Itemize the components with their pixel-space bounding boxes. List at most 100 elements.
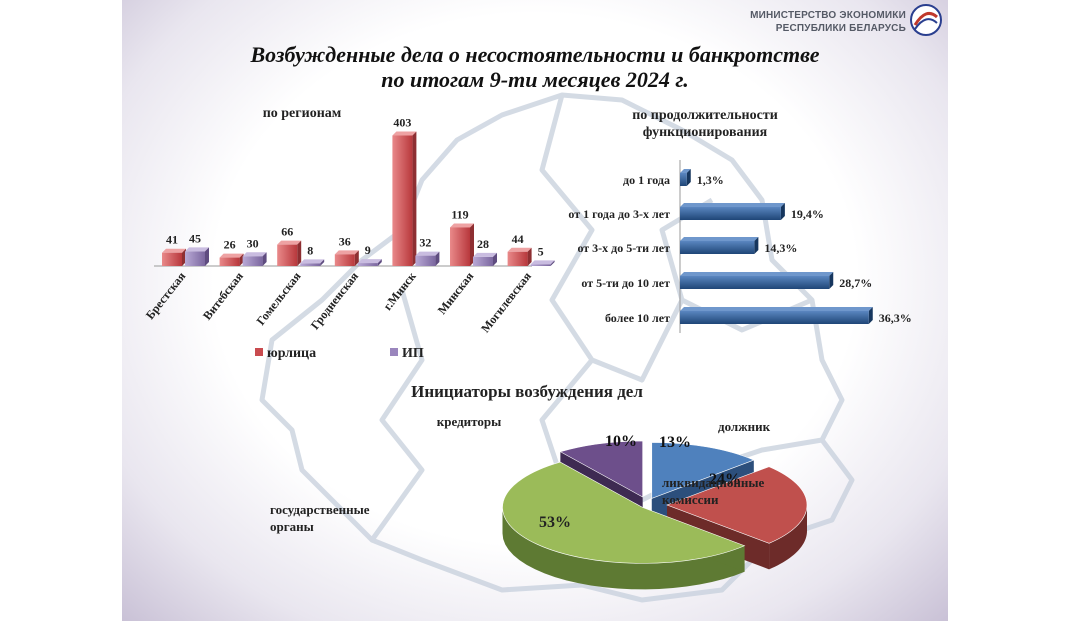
duration-category-label: от 1 года до 3-х лет [568, 207, 670, 221]
duration-category-label: от 3-х до 5-ти лет [577, 241, 670, 255]
region-bar-value: 9 [365, 243, 371, 257]
region-bar-legal [162, 252, 182, 266]
duration-bar-side [754, 237, 759, 254]
region-bar-top [219, 253, 244, 258]
region-bar-top [277, 240, 302, 245]
initiators-pie-chart: Инициаторы возбуждения дел 13% 24% 53% 10% д… [270, 382, 808, 590]
region-bar-legal [507, 251, 528, 266]
duration-bar-top [680, 307, 873, 311]
region-bar-value: 5 [538, 244, 544, 258]
pie-slice [666, 466, 808, 544]
region-bar-legal [334, 254, 355, 266]
region-chart-title: по регионам [263, 106, 342, 121]
region-bar-side [412, 131, 417, 266]
region-bar-value: 45 [189, 231, 201, 245]
region-bar-ip [185, 251, 205, 266]
duration-bar-top [680, 237, 759, 241]
ministry-line-2: РЕСПУБЛИКИ БЕЛАРУСЬ [775, 23, 906, 34]
region-bar-ip [357, 263, 378, 266]
duration-bar-side [780, 203, 785, 220]
region-bar-top [357, 259, 382, 264]
pie-category-label: комиссии [662, 492, 719, 507]
duration-bar-chart: по продолжительности функционирования до… [568, 108, 912, 333]
duration-bar-top [680, 169, 691, 173]
pie-slice-wall [769, 505, 807, 570]
duration-bar-value: 14,3% [764, 241, 797, 255]
region-bar-value: 66 [281, 225, 293, 239]
duration-bar-value: 1,3% [697, 173, 724, 187]
region-bar-value: 44 [512, 232, 524, 246]
legend-label-legal: юрлица [267, 346, 316, 361]
region-bar-value: 28 [477, 237, 489, 251]
region-bar-legal [219, 257, 240, 266]
duration-bar-value: 19,4% [791, 207, 824, 221]
duration-chart-title-line-2: функционирования [643, 125, 768, 140]
region-bar-value: 8 [307, 243, 313, 257]
region-bar-top [507, 247, 532, 252]
region-chart-legend: юрлица ИП [255, 346, 424, 361]
pie-chart-title: Инициаторы возбуждения дел [411, 382, 643, 401]
duration-category-label: от 5-ти до 10 лет [581, 276, 670, 290]
region-bar-legal [450, 227, 470, 266]
region-bar-side [354, 250, 359, 266]
pie-category-label: государственные [270, 502, 370, 517]
pie-category-label: должник [718, 419, 771, 434]
pie-category-label: ликвидационные [662, 475, 764, 490]
region-bar-legal [277, 244, 298, 266]
duration-bar-side [686, 169, 691, 186]
slide: МИНИСТЕРСТВО ЭКОНОМИКИ РЕСПУБЛИКИ БЕЛАРУ… [122, 0, 948, 621]
region-category-label: Гомельская [253, 269, 303, 328]
legend-swatch-ip [390, 348, 398, 356]
duration-bar-top [680, 203, 785, 207]
duration-bar-side [868, 307, 873, 324]
region-bar-top [392, 131, 417, 136]
duration-bar [680, 173, 687, 186]
duration-bar [680, 207, 781, 220]
duration-bar-side [829, 272, 834, 289]
region-category-label: Брестская [143, 269, 189, 322]
region-bar-ip [530, 264, 551, 266]
region-bar-top [162, 248, 186, 253]
region-bar-top [185, 247, 209, 252]
duration-bar-value: 36,3% [879, 311, 912, 325]
region-category-label: Минская [435, 269, 477, 317]
region-bar-side [297, 240, 302, 266]
pie-slice-value: 13% [659, 434, 691, 451]
duration-bar-value: 28,7% [839, 276, 872, 290]
region-bar-side [262, 252, 267, 266]
region-bar-top [473, 252, 497, 257]
region-bar-top [530, 260, 555, 265]
duration-category-label: до 1 года [623, 173, 670, 187]
ministry-logo-icon [910, 4, 942, 36]
region-bar-side [377, 259, 382, 266]
region-bar-ip [300, 263, 321, 266]
region-bar-value: 41 [166, 233, 178, 247]
region-bar-value: 30 [247, 236, 259, 250]
region-bar-ip [242, 256, 263, 266]
title-line-1: Возбужденные дела о несостоятельности и … [250, 42, 820, 67]
region-bar-side [205, 247, 209, 266]
region-bar-legal [392, 135, 413, 266]
ministry-name: МИНИСТЕРСТВО ЭКОНОМИКИ РЕСПУБЛИКИ БЕЛАРУ… [750, 9, 906, 35]
duration-bar-top [680, 272, 834, 276]
region-category-label: Могилевская [478, 269, 534, 335]
pie-slice-value: 53% [539, 514, 571, 531]
ministry-line-1: МИНИСТЕРСТВО ЭКОНОМИКИ [750, 10, 906, 21]
duration-category-label: более 10 лет [605, 311, 670, 325]
legend-label-ip: ИП [402, 346, 424, 361]
region-bar-top [415, 251, 440, 256]
region-bar-side [320, 259, 325, 266]
region-category-label: Гродненская [308, 269, 362, 332]
title-line-2: по итогам 9-ти месяцев 2024 г. [381, 67, 689, 92]
region-bar-side [493, 252, 497, 266]
page-title: Возбужденные дела о несостоятельности и … [122, 42, 948, 92]
duration-chart-title-line-1: по продолжительности [632, 108, 778, 123]
pie-slice [559, 440, 643, 498]
region-bar-value: 119 [451, 207, 468, 221]
charts-canvas: по регионам 41 45 Брестская 26 30 Витебская 66… [143, 106, 912, 590]
duration-bar [680, 311, 869, 324]
region-bar-chart: по регионам 41 45 Брестская 26 30 Витебская 66… [143, 106, 555, 361]
region-bar-side [550, 260, 555, 266]
pie-slice [502, 461, 746, 564]
region-bar-top [450, 223, 474, 228]
